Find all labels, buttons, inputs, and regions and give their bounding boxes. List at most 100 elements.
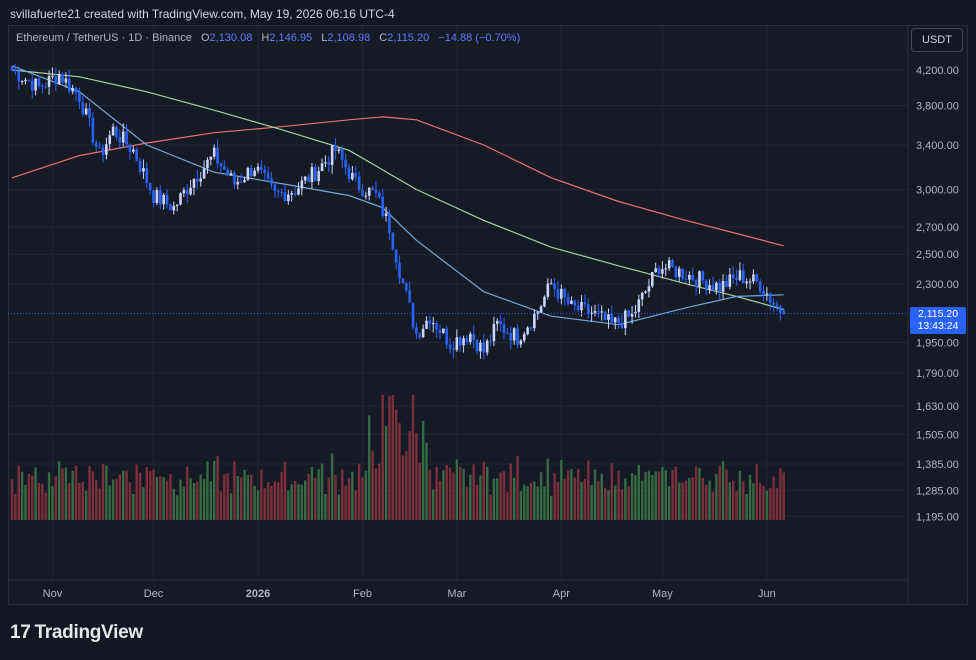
candle-body (364, 195, 368, 197)
volume-bar (421, 420, 425, 520)
candle-body (280, 191, 283, 193)
volume-bar (576, 469, 580, 520)
volume-bar (162, 477, 165, 520)
candle-body (704, 280, 708, 291)
volume-bar (310, 467, 314, 520)
volume-bar (587, 460, 590, 520)
volume-bar (418, 462, 421, 520)
candle-body (758, 281, 762, 292)
volume-bar (678, 482, 681, 520)
candle-body (728, 274, 732, 287)
x-tick-label: Apr (553, 588, 570, 600)
volume-bar (708, 480, 711, 520)
volume-bar (64, 467, 68, 520)
candle-body (91, 117, 95, 143)
low-key: L (321, 32, 328, 44)
volume-bar (435, 466, 438, 520)
volume-bar (519, 491, 523, 520)
candle-body (698, 271, 701, 287)
candle-body (553, 283, 556, 290)
volume-bar (263, 488, 266, 520)
candle-body (637, 299, 641, 312)
volume-bar (475, 484, 479, 520)
volume-bar (78, 482, 81, 520)
volume-bar (661, 467, 664, 520)
candle-body (640, 292, 644, 300)
candle-body (152, 190, 155, 204)
candle-body (172, 205, 176, 211)
candle-body (169, 204, 172, 211)
ohlc-legend: Ethereum / TetherUS · 1D · Binance O2,13… (16, 32, 520, 44)
volume-bar (317, 469, 320, 520)
candle-body (617, 317, 620, 323)
currency-unit-button[interactable]: USDT (911, 28, 963, 52)
volume-bar (84, 490, 88, 520)
volume-bar (206, 461, 209, 520)
candle-body (239, 181, 243, 183)
candle-body (475, 339, 479, 352)
y-tick-label: 2,500.00 (916, 249, 959, 261)
candle-body (431, 323, 435, 325)
candle-body (748, 281, 752, 283)
volume-bar (762, 485, 765, 520)
volume-bar (155, 477, 159, 520)
candle-body (408, 290, 411, 303)
candle-body (664, 268, 668, 270)
candle-body (600, 311, 604, 313)
candle-body (772, 302, 775, 305)
y-tick-label: 3,400.00 (916, 140, 959, 152)
ma-short-line (11, 65, 784, 326)
candle-body (654, 268, 657, 272)
open-key: O (200, 32, 210, 44)
volume-bar (236, 476, 239, 520)
volume-bar (563, 478, 566, 520)
candle-body (762, 291, 765, 295)
volume-bar (705, 484, 708, 520)
volume-bar (68, 483, 71, 520)
candle-body (334, 145, 337, 152)
volume-bar (536, 486, 539, 520)
volume-bar (509, 463, 512, 520)
candle-body (179, 193, 182, 205)
tradingview-logo[interactable]: 17 TradingView (10, 622, 143, 644)
candle-body (347, 167, 351, 180)
volume-bar (725, 469, 728, 520)
candle-body (438, 329, 442, 333)
candle-body (229, 173, 233, 176)
candle-body (354, 172, 358, 177)
volume-bar (196, 481, 199, 520)
candle-body (253, 170, 256, 177)
volume-bar (186, 466, 189, 520)
candle-body (381, 196, 384, 217)
volume-bar (10, 479, 14, 520)
volume-bar (516, 455, 519, 520)
candle-body (27, 79, 31, 81)
candle-body (314, 167, 317, 182)
candle-body (30, 80, 34, 91)
volume-bar (775, 488, 779, 520)
volume-bar (492, 478, 496, 520)
volume-bar (550, 496, 553, 520)
candle-body (738, 270, 742, 280)
x-tick-label: Dec (144, 588, 164, 600)
volume-bar (752, 483, 755, 520)
volume-bar (728, 482, 732, 520)
candle-body (94, 142, 98, 147)
candle-body (418, 333, 422, 338)
volume-bar (357, 463, 361, 520)
volume-bar (260, 470, 263, 520)
volume-bar (620, 489, 624, 520)
candle-body (613, 317, 617, 323)
candle-body (492, 323, 496, 342)
volume-bar (98, 488, 101, 520)
volume-bar (27, 473, 31, 520)
candle-body (51, 75, 54, 77)
volume-bar (34, 467, 37, 520)
candle-body (627, 310, 631, 317)
candle-body (401, 278, 405, 284)
candle-body (10, 66, 14, 71)
volume-bar (533, 481, 536, 520)
candle-body (560, 288, 563, 299)
candle-body (681, 268, 684, 279)
